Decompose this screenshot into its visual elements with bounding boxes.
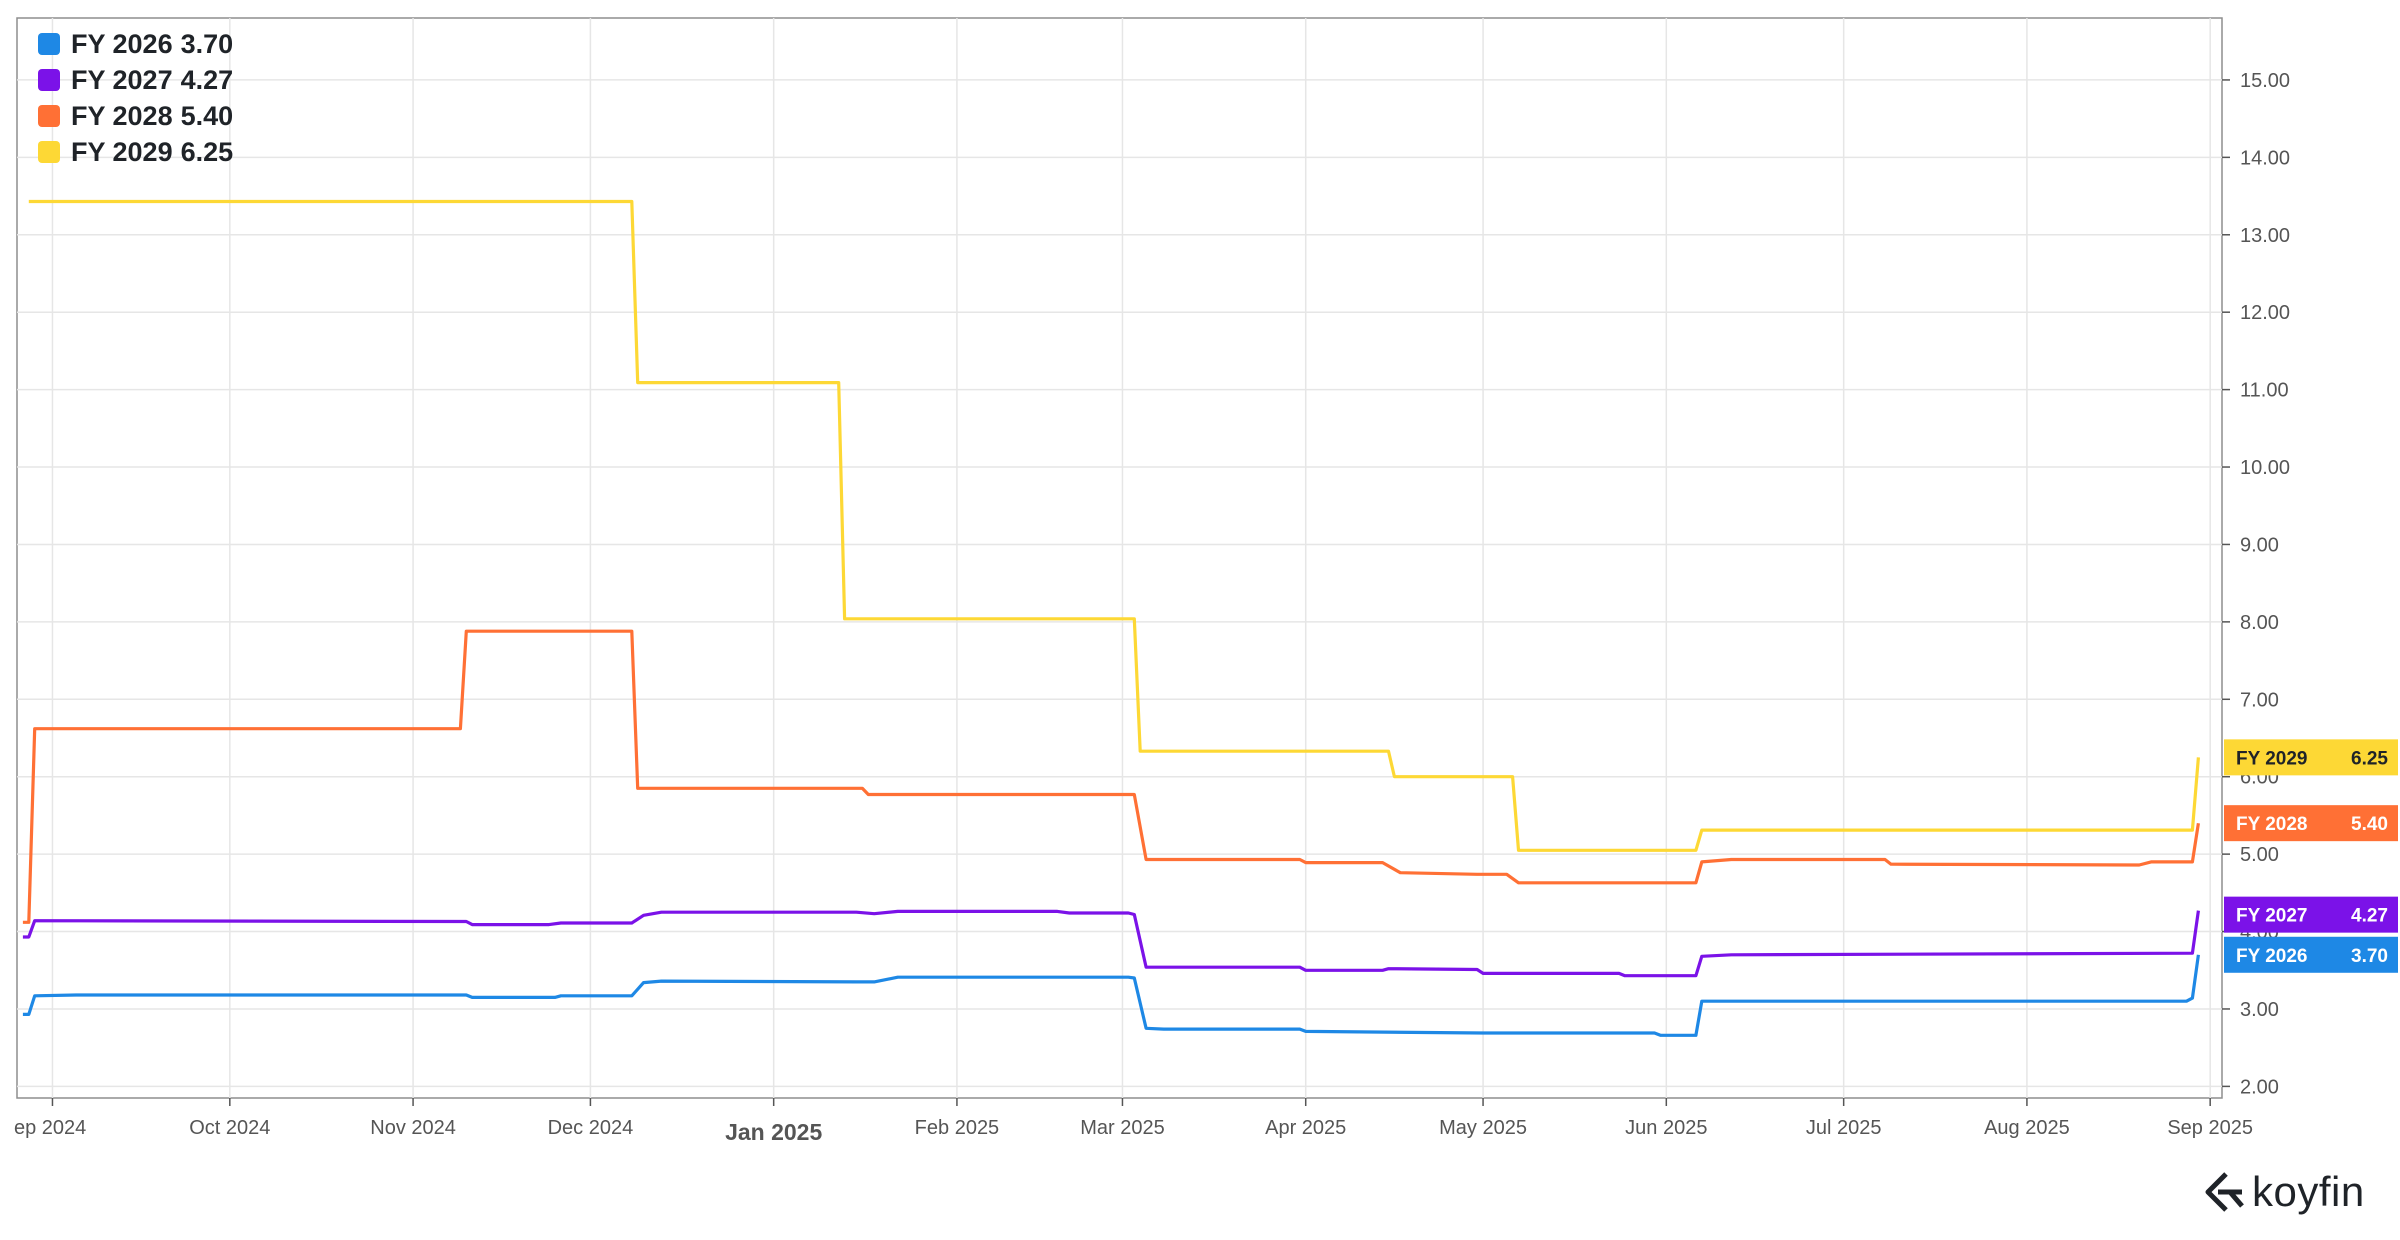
y-tick-label: 14.00 <box>2240 147 2290 169</box>
y-tick-label: 2.00 <box>2240 1076 2279 1098</box>
y-tick-label: 11.00 <box>2240 380 2289 402</box>
last-value-tag-name: FY 2027 <box>2236 906 2307 927</box>
legend-swatch-fy-2027 <box>38 69 60 91</box>
legend-label: FY 2029 6.25 <box>71 137 233 168</box>
legend-item-fy-2028[interactable]: FY 2028 5.40 <box>38 98 233 134</box>
x-tick-label: Dec 2024 <box>548 1117 634 1139</box>
y-tick-label: 15.00 <box>2240 70 2290 92</box>
legend-label: FY 2026 3.70 <box>71 29 233 60</box>
legend-series-name: FY 2029 <box>71 136 173 167</box>
koyfin-logo[interactable]: koyfin <box>2202 1168 2365 1216</box>
y-tick-label: 9.00 <box>2240 534 2279 556</box>
x-tick-label: Sep 2025 <box>2167 1117 2253 1139</box>
legend-series-value: 4.27 <box>180 64 234 95</box>
legend-item-fy-2029[interactable]: FY 2029 6.25 <box>38 134 233 170</box>
legend-swatch-fy-2029 <box>38 141 60 163</box>
legend-series-name: FY 2028 <box>71 100 173 131</box>
last-value-tag-name: FY 2026 <box>2236 946 2307 967</box>
y-tick-label: 12.00 <box>2240 302 2290 324</box>
koyfin-logo-icon <box>2205 1172 2244 1212</box>
legend-series-value: 5.40 <box>180 100 234 131</box>
x-tick-label: Apr 2025 <box>1265 1117 1346 1139</box>
x-tick-label: Aug 2025 <box>1984 1117 2070 1139</box>
x-tick-label: ep 2024 <box>14 1117 86 1139</box>
x-tick-label: Nov 2024 <box>370 1117 456 1139</box>
last-value-tag-value: 3.70 <box>2351 946 2388 967</box>
legend-series-value: 3.70 <box>180 28 234 59</box>
y-tick-label: 7.00 <box>2240 689 2279 711</box>
legend-swatch-fy-2026 <box>38 33 60 55</box>
x-tick-label: Feb 2025 <box>915 1117 1000 1139</box>
last-value-tag-value: 4.27 <box>2351 906 2388 927</box>
legend-label: FY 2028 5.40 <box>71 101 233 132</box>
y-tick-label: 10.00 <box>2240 457 2290 479</box>
x-tick-label: Jan 2025 <box>725 1119 822 1145</box>
x-tick-label: Mar 2025 <box>1080 1117 1165 1139</box>
last-value-tag <box>2224 805 2398 842</box>
chart-legend: FY 2026 3.70 FY 2027 4.27 FY 2028 5.40 FY 2… <box>38 26 233 170</box>
x-tick-label: Oct 2024 <box>189 1117 270 1139</box>
series-line-fy-2029 <box>28 199 2200 852</box>
series-line-fy-2026 <box>22 954 2200 1037</box>
legend-label: FY 2027 4.27 <box>71 65 233 96</box>
last-value-tag-value: 6.25 <box>2351 748 2388 769</box>
last-value-tag <box>2224 896 2398 933</box>
last-value-tag-name: FY 2028 <box>2236 814 2307 835</box>
legend-series-name: FY 2026 <box>71 28 173 59</box>
legend-item-fy-2026[interactable]: FY 2026 3.70 <box>38 26 233 62</box>
legend-series-value: 6.25 <box>180 136 234 167</box>
x-tick-label: May 2025 <box>1439 1117 1527 1139</box>
y-tick-label: 3.00 <box>2240 999 2279 1021</box>
legend-series-name: FY 2027 <box>71 64 173 95</box>
x-tick-label: Jul 2025 <box>1806 1117 1882 1139</box>
legend-swatch-fy-2028 <box>38 105 60 127</box>
last-value-tag <box>2224 739 2398 776</box>
x-tick-label: Jun 2025 <box>1625 1117 1707 1139</box>
last-value-tag-name: FY 2029 <box>2236 748 2307 769</box>
series-line-fy-2027 <box>22 909 2200 978</box>
y-tick-label: 13.00 <box>2240 225 2290 247</box>
last-value-tag-value: 5.40 <box>2351 814 2388 835</box>
series-line-fy-2028 <box>22 629 2200 924</box>
y-tick-label: 8.00 <box>2240 612 2279 634</box>
last-value-tag <box>2224 936 2398 973</box>
koyfin-logo-text: koyfin <box>2252 1168 2365 1215</box>
y-tick-label: 5.00 <box>2240 844 2279 866</box>
legend-item-fy-2027[interactable]: FY 2027 4.27 <box>38 62 233 98</box>
plot-frame <box>16 17 2223 1099</box>
